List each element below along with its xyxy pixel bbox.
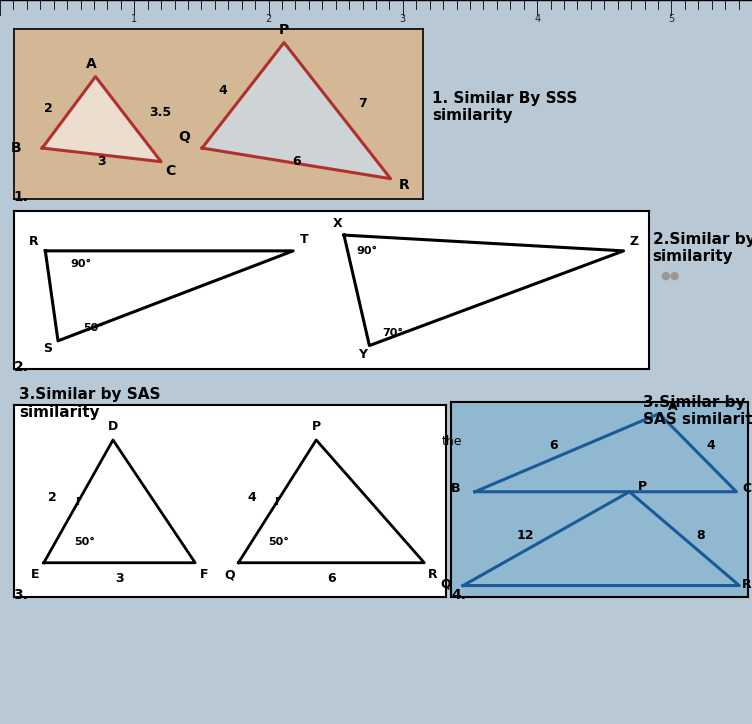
Text: T: T [299, 233, 308, 246]
Text: 2: 2 [44, 102, 53, 115]
Text: Q: Q [178, 130, 190, 144]
Polygon shape [202, 43, 390, 179]
Text: ●●: ●● [660, 271, 680, 281]
Text: 2: 2 [48, 492, 57, 505]
Text: 12: 12 [517, 529, 534, 542]
Text: Z: Z [630, 235, 639, 248]
Text: C: C [742, 481, 751, 494]
Text: Q: Q [224, 568, 235, 581]
Text: S: S [43, 342, 52, 355]
Text: P: P [279, 23, 290, 37]
Text: P: P [638, 480, 647, 493]
Text: D: D [108, 421, 118, 434]
Text: 2.: 2. [14, 361, 29, 374]
Text: R: R [399, 178, 410, 192]
Text: 1. Similar By SSS
similarity: 1. Similar By SSS similarity [432, 90, 578, 123]
Text: 70°: 70° [382, 328, 403, 338]
Text: the: the [442, 435, 462, 448]
Text: A: A [86, 57, 97, 71]
Text: 90°: 90° [356, 246, 378, 256]
Text: Q: Q [441, 578, 451, 591]
Text: 4: 4 [707, 439, 715, 452]
Text: 4: 4 [219, 83, 227, 96]
Text: 4: 4 [247, 492, 256, 505]
Text: 90°: 90° [71, 258, 92, 269]
Text: X: X [333, 217, 342, 230]
Text: 5: 5 [669, 14, 675, 24]
Text: 3.: 3. [14, 588, 29, 602]
Text: 50°: 50° [268, 537, 290, 547]
Text: 1.: 1. [14, 190, 29, 204]
Text: 6: 6 [327, 572, 335, 585]
Text: 3: 3 [400, 14, 406, 24]
Text: 2: 2 [265, 14, 271, 24]
Text: F: F [199, 568, 208, 581]
Text: 4: 4 [534, 14, 540, 24]
Text: P: P [311, 421, 321, 434]
Text: 4.: 4. [451, 588, 466, 602]
Text: Y: Y [359, 348, 368, 361]
Text: 3: 3 [97, 155, 106, 168]
Text: 6: 6 [292, 155, 301, 168]
Text: 8: 8 [696, 529, 705, 542]
Text: 50°: 50° [83, 324, 105, 333]
Text: 3: 3 [115, 572, 124, 585]
Text: 3.5: 3.5 [149, 106, 171, 119]
Text: 7: 7 [358, 97, 366, 110]
Text: 1: 1 [131, 14, 138, 24]
Text: 3.Similar by
SAS similarity: 3.Similar by SAS similarity [643, 395, 752, 427]
Polygon shape [42, 77, 161, 161]
Text: 50°: 50° [74, 537, 95, 547]
Text: R: R [742, 578, 752, 591]
Text: R: R [428, 568, 438, 581]
Text: 6: 6 [549, 439, 558, 452]
Text: 3.Similar by SAS
similarity: 3.Similar by SAS similarity [19, 387, 160, 420]
Text: A: A [668, 400, 678, 413]
Text: B: B [11, 141, 22, 155]
Text: B: B [450, 481, 460, 494]
Text: 2.Similar by AA
similarity: 2.Similar by AA similarity [653, 232, 752, 264]
Text: E: E [31, 568, 39, 581]
Text: R: R [29, 235, 39, 248]
Text: C: C [165, 164, 175, 178]
